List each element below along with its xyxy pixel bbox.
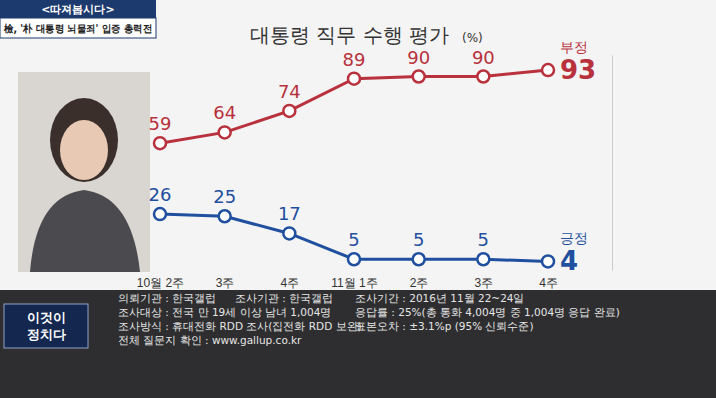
x-tick: 10월 2주 [137, 272, 184, 290]
x-tick-label: 4주 [280, 276, 299, 290]
x-tick-label: 11월 1주 [331, 276, 377, 290]
series-marker [219, 126, 231, 138]
x-tick-label: 2주 [410, 276, 429, 290]
data-label: 17 [278, 203, 301, 224]
data-label: 5 [348, 229, 359, 250]
plot-marks [154, 64, 554, 267]
data-label: 4 [560, 246, 578, 276]
series-marker [348, 73, 360, 85]
survey-info: 표본오차 : ±3.1%p (95% 신뢰수준) [355, 320, 534, 332]
series-marker [283, 227, 295, 239]
x-tick-label: 3주 [216, 276, 235, 290]
series-marker [348, 253, 360, 265]
series-marker [542, 255, 554, 267]
logo-text: 정치다 [27, 327, 66, 342]
footer-bg [0, 290, 716, 398]
data-label: 89 [343, 49, 366, 70]
data-label: 93 [560, 55, 596, 85]
survey-info: 조사기간 : 2016년 11월 22~24일 [355, 292, 525, 304]
survey-info: 전체 질문지 확인 : www.gallup.co.kr [118, 334, 302, 346]
series-marker [542, 64, 554, 76]
x-tick: 4주 [539, 272, 558, 290]
x-tick: 3주 [216, 272, 235, 290]
series-marker [219, 210, 231, 222]
data-label: 59 [149, 113, 172, 134]
x-axis: 10월 2주 3주 4주 11월 1주 2주 3주 4주 [137, 272, 558, 290]
survey-info: 조사방식 : 휴대전화 RDD 조사(집전화 RDD 보완) [118, 320, 362, 332]
caption-tag-bg [0, 0, 156, 18]
survey-info: 조사대상 : 전국 만 19세 이상 남녀 1,004명 [118, 306, 331, 318]
caption-tag: <따져봅시다> [41, 3, 114, 16]
series-line [160, 70, 548, 143]
x-axis-line [161, 272, 549, 273]
data-label: 90 [472, 47, 495, 68]
data-label: 74 [278, 81, 301, 102]
series-name: 부정 [560, 39, 588, 55]
logo-bg [4, 304, 88, 348]
logo-text: 이것이 [27, 310, 66, 325]
x-tick-label: 3주 [474, 276, 493, 290]
x-tick: 11월 1주 [331, 272, 377, 290]
series-marker [154, 137, 166, 149]
caption-headline-bg [0, 18, 156, 38]
series-marker [477, 71, 489, 83]
series-name: 긍정 [560, 230, 588, 246]
x-tick-label: 4주 [539, 276, 558, 290]
data-label: 25 [213, 186, 236, 207]
photo-bg [18, 72, 150, 272]
photo-hair [50, 98, 118, 182]
data-label: 5 [413, 229, 424, 250]
chart-unit: (%) [462, 31, 483, 45]
data-label: 5 [478, 229, 489, 250]
chart-title: 대통령 직무 수행 평가 [250, 23, 449, 47]
photo-placeholder [18, 72, 150, 272]
series-marker [283, 105, 295, 117]
data-labels: 59 64 74 89 90 90 93부정 26 25 17 5 5 5 4긍정 [149, 39, 597, 276]
x-tick-label: 10월 2주 [137, 276, 184, 290]
x-tick: 2주 [410, 272, 429, 290]
background [0, 0, 716, 290]
series-marker [413, 253, 425, 265]
data-label: 90 [407, 47, 430, 68]
x-tick: 3주 [474, 272, 493, 290]
chart-root: <따져봅시다> 檢, '朴 대통령 뇌물죄' 입증 총력전 대통령 직무 수행 평가… [0, 0, 716, 398]
series-marker [477, 253, 489, 265]
survey-info: 의뢰기관 : 한국갤럽 [118, 292, 216, 304]
data-label: 26 [149, 184, 172, 205]
survey-info: 응답률 : 25%(총 통화 4,004명 중 1,004명 응답 완료) [355, 306, 620, 318]
caption-headline: 檢, '朴 대통령 뇌물죄' 입증 총력전 [3, 23, 152, 34]
series-marker [413, 71, 425, 83]
photo-face [60, 120, 108, 180]
survey-info: 조사기관 : 한국갤럽 [235, 292, 333, 304]
y-axis [612, 56, 613, 271]
photo-body [30, 190, 140, 272]
data-label: 64 [213, 102, 236, 123]
series-marker [154, 208, 166, 220]
x-tick: 4주 [280, 272, 299, 290]
y-axis-line [612, 56, 613, 271]
